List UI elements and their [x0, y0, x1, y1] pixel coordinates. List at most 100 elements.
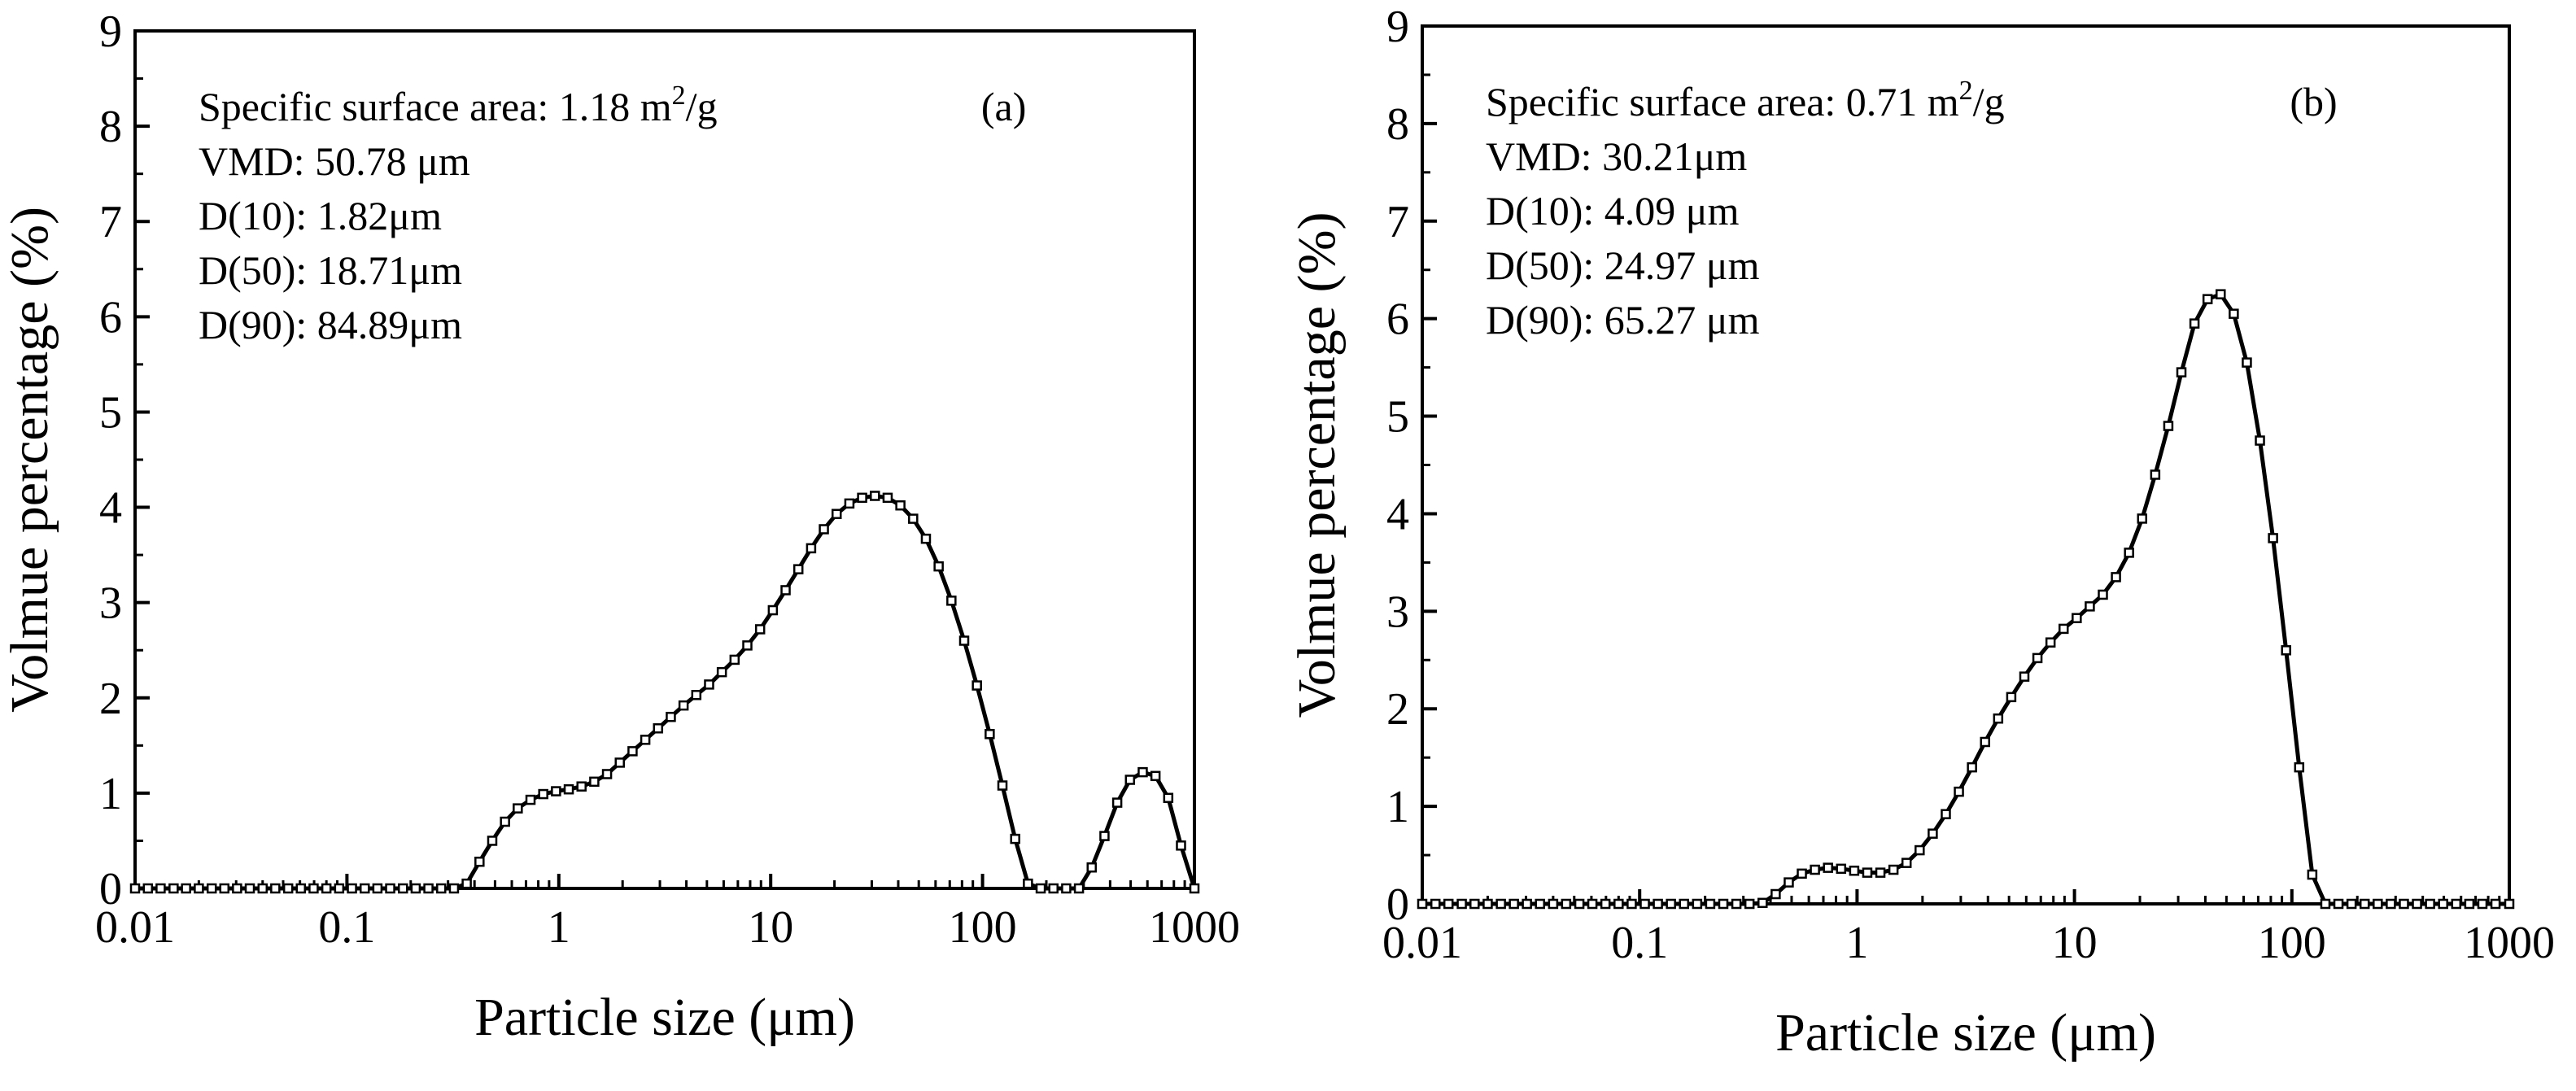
data-point	[423, 883, 434, 894]
y-tick-label: 5	[1386, 392, 1409, 443]
y-tick-label: 9	[99, 7, 122, 57]
data-point	[589, 776, 600, 788]
data-point	[1862, 867, 1873, 878]
data-point	[2085, 601, 2095, 612]
data-point	[500, 816, 510, 827]
data-point	[971, 680, 982, 691]
data-point	[1705, 898, 1716, 910]
data-point	[1744, 898, 1755, 910]
data-point	[538, 788, 548, 800]
data-point	[870, 491, 880, 501]
data-point	[2124, 548, 2134, 558]
data-point	[1443, 898, 1454, 910]
data-point	[2111, 572, 2121, 583]
data-point	[2373, 898, 2383, 910]
annotation-vmd: VMD: 30.21μm	[1486, 133, 1747, 179]
data-point	[321, 883, 332, 894]
data-point	[640, 735, 651, 745]
data-point	[1797, 868, 1807, 879]
y-tick-label: 7	[99, 197, 122, 247]
annotation-specific-surface-area: Specific surface area: 1.18 m2/g	[199, 81, 718, 129]
x-tick-label: 0.1	[318, 902, 375, 953]
data-point	[410, 883, 421, 894]
data-point	[1023, 878, 1033, 889]
y-tick-label: 3	[99, 578, 122, 629]
data-point	[2072, 613, 2082, 623]
data-point	[232, 883, 242, 894]
data-point	[1073, 883, 1085, 894]
data-point	[1189, 883, 1200, 894]
data-point	[844, 498, 855, 509]
annotation-d90: D(90): 65.27 μm	[1486, 297, 1760, 343]
data-point	[2281, 645, 2291, 656]
data-point	[1954, 786, 1964, 797]
ssa-unit: /g	[1973, 79, 2005, 124]
data-point	[1469, 898, 1480, 910]
data-point	[1010, 833, 1020, 844]
data-point	[2229, 308, 2239, 319]
y-tick-label: 9	[1386, 2, 1409, 52]
data-point	[2098, 589, 2108, 600]
data-point	[2294, 762, 2305, 773]
data-point	[857, 492, 867, 504]
data-point	[831, 508, 842, 520]
data-point	[1626, 898, 1637, 910]
data-point	[1456, 898, 1467, 910]
ssa-superscript: 2	[672, 81, 686, 111]
data-point	[1666, 898, 1676, 910]
data-point	[1574, 898, 1585, 910]
data-point	[2176, 367, 2187, 377]
data-point	[2255, 435, 2265, 446]
data-point	[436, 883, 447, 894]
data-point	[1176, 840, 1186, 851]
y-axis-title: Volmue percentage (%)	[1287, 212, 1347, 718]
ssa-unit: /g	[686, 84, 718, 129]
data-point	[1784, 877, 1794, 888]
data-point	[1679, 898, 1689, 910]
data-point	[1731, 898, 1742, 910]
data-point	[2032, 652, 2043, 664]
data-point	[729, 654, 740, 666]
data-point	[244, 883, 255, 894]
data-point	[397, 883, 408, 894]
data-point	[2490, 898, 2501, 910]
data-point	[206, 883, 217, 894]
data-point	[1967, 762, 1977, 773]
data-point	[2464, 898, 2475, 910]
y-tick-label: 5	[99, 387, 122, 438]
data-point	[666, 711, 676, 722]
data-point	[385, 883, 395, 894]
data-point	[985, 729, 995, 740]
data-point	[295, 883, 307, 894]
x-axis-title: Particle size (μm)	[474, 988, 855, 1047]
data-point	[704, 679, 714, 690]
data-point	[2359, 898, 2370, 910]
data-point	[1770, 888, 1781, 900]
data-point	[372, 883, 383, 894]
data-point	[1849, 865, 1860, 876]
data-point	[194, 883, 204, 894]
data-point	[2189, 318, 2200, 329]
data-point	[895, 500, 906, 511]
data-point	[678, 700, 689, 711]
data-point	[513, 803, 523, 814]
y-tick-label: 4	[99, 483, 122, 534]
data-point	[1163, 792, 1174, 803]
y-tick-label: 6	[99, 292, 122, 343]
data-point	[2268, 533, 2278, 543]
x-tick-label: 10	[2052, 918, 2098, 968]
x-tick-label: 1	[1845, 918, 1868, 968]
data-point	[1086, 862, 1098, 873]
data-point	[767, 604, 779, 616]
data-point	[1692, 898, 1703, 910]
panel-label: (a)	[981, 84, 1027, 129]
data-point	[882, 492, 893, 504]
data-point	[1928, 828, 1938, 839]
data-point	[742, 640, 753, 651]
data-point	[653, 723, 664, 734]
data-point	[1548, 898, 1559, 910]
series-line	[1422, 292, 2509, 906]
data-point	[563, 783, 574, 795]
data-point	[1823, 862, 1833, 873]
data-point	[2307, 869, 2318, 880]
